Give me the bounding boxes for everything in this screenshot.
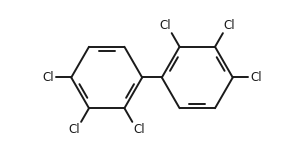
Text: Cl: Cl	[69, 123, 80, 136]
Text: Cl: Cl	[133, 123, 145, 136]
Text: Cl: Cl	[159, 19, 171, 32]
Text: Cl: Cl	[250, 71, 262, 84]
Text: Cl: Cl	[224, 19, 235, 32]
Text: Cl: Cl	[42, 71, 54, 84]
